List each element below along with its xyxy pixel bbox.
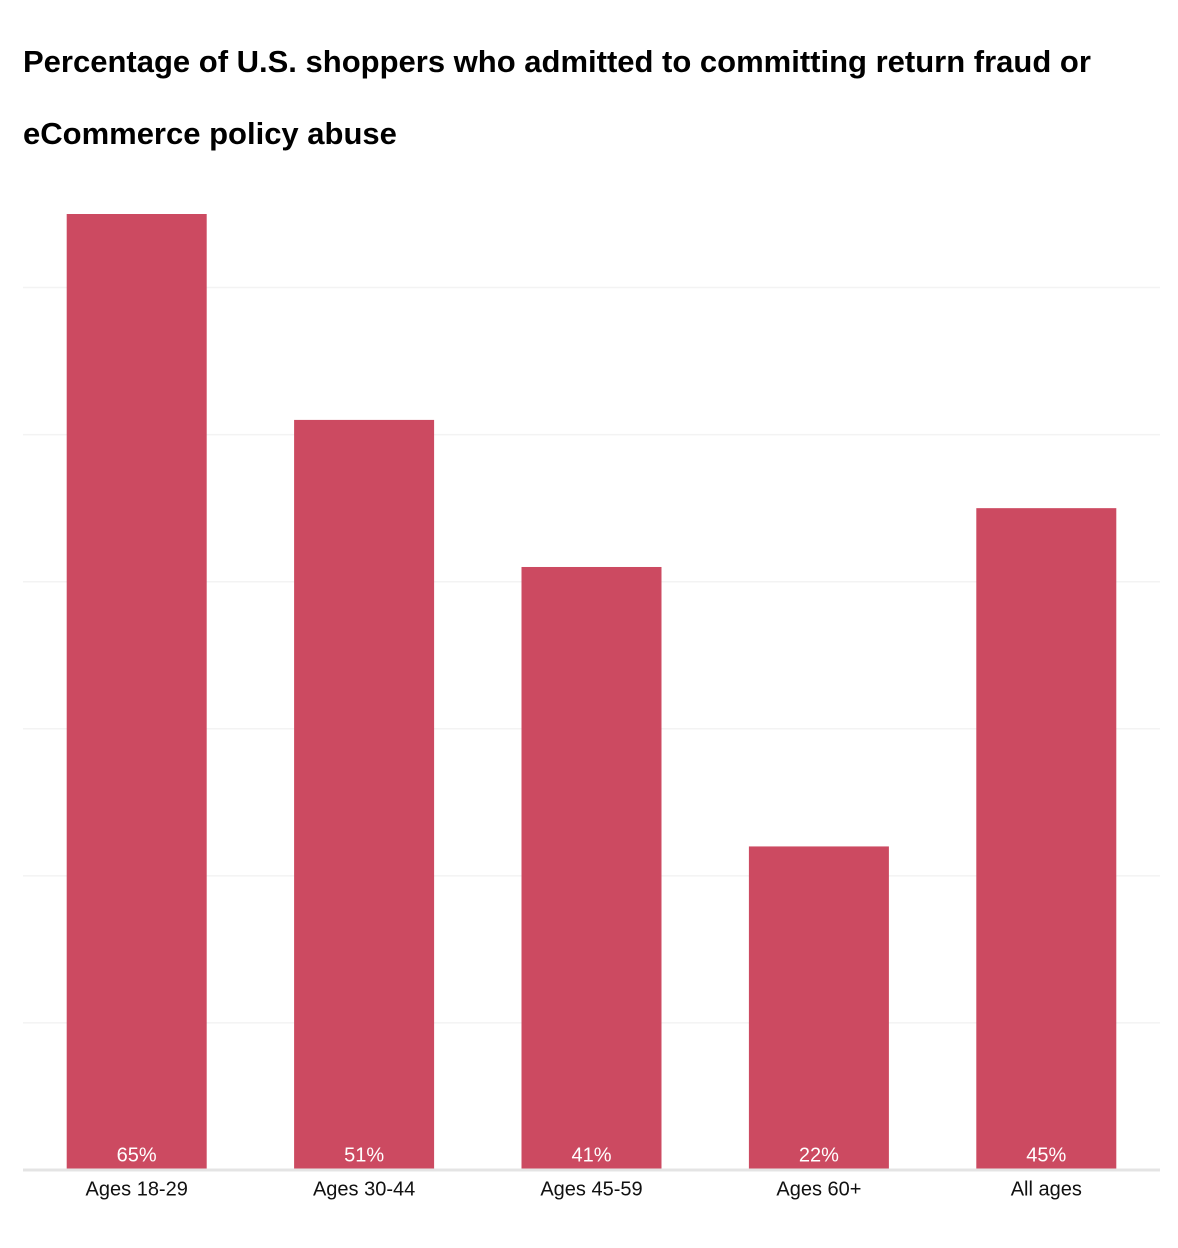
x-tick-label: Ages 45-59 (540, 1178, 642, 1200)
x-tick-label: Ages 60+ (776, 1178, 861, 1200)
x-tick-label: All ages (1011, 1178, 1082, 1200)
value-label: 45% (1026, 1144, 1066, 1166)
value-label: 41% (571, 1144, 611, 1166)
bar (66, 214, 207, 1170)
bar (976, 508, 1117, 1171)
value-label: 65% (117, 1144, 157, 1166)
x-tick-label: Ages 30-44 (313, 1178, 415, 1200)
bar (748, 846, 889, 1170)
value-label: 22% (799, 1144, 839, 1166)
value-label: 51% (344, 1144, 384, 1166)
bar (294, 419, 435, 1170)
chart-title: Percentage of U.S. shoppers who admitted… (23, 44, 1091, 151)
x-tick-label: Ages 18-29 (86, 1178, 188, 1200)
bar (521, 566, 662, 1170)
